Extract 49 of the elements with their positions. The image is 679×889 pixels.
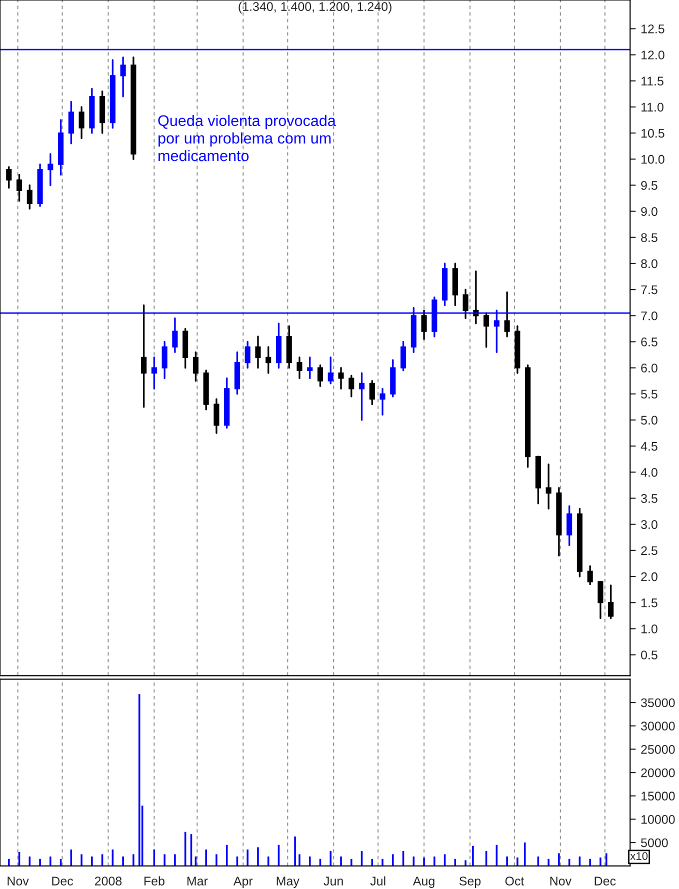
annotation: Queda violenta provocada por um problema com um medicamento	[158, 114, 336, 162]
x-tick-label: May	[276, 876, 300, 888]
x-tick-label: Mar	[187, 876, 208, 886]
y-tick-label: 6.5	[641, 338, 658, 346]
x-tick-label: Dec	[52, 876, 74, 886]
x-tick-label: Aug	[412, 876, 434, 888]
y-tick-label: 0.5	[641, 650, 658, 660]
y-tick-label: 7.0	[641, 311, 658, 320]
y-tick-label: 7.5	[641, 285, 658, 294]
x-tick-label: Jun	[324, 876, 343, 886]
y-tick-label: 12.5	[641, 24, 664, 34]
y-tick-label: 9.5	[641, 181, 658, 190]
y-tick-label: 10.0	[641, 154, 664, 164]
y-tick-label: 6.0	[641, 364, 658, 372]
y-tick-label: 11.5	[641, 76, 664, 86]
y-tick-label: 2.0	[641, 572, 658, 582]
x-tick-label: Dec	[594, 876, 616, 886]
x-tick-label: Sep	[459, 876, 481, 888]
y-tick-label: 8.5	[641, 233, 658, 242]
y-tick-label: 1.5	[641, 598, 658, 608]
x-tick-label: Jul	[370, 876, 386, 886]
y-tick-label: 12.0	[641, 50, 664, 60]
y-tick-label: 11.0	[641, 102, 664, 112]
x-tick-label: Nov	[8, 876, 29, 886]
y-tick-label: 1.0	[641, 624, 658, 634]
y-tick-label: 4.0	[640, 468, 658, 477]
y-tick-label: 15000	[641, 792, 675, 801]
x-tick-label: Apr	[233, 876, 253, 888]
chart-title: (1.340, 1.400, 1.200, 1.240)	[238, 2, 392, 14]
text: x10	[630, 852, 648, 860]
y-tick-label: 5.5	[641, 390, 658, 399]
x-tick-label: Feb	[144, 876, 164, 886]
y-tick-label: 4.5	[640, 442, 658, 451]
y-tick-label: 20000	[641, 768, 675, 778]
y-tick-label: 5.0	[641, 416, 658, 425]
y-tick-label: 35000	[641, 698, 675, 708]
y-tick-label: 2.5	[641, 546, 658, 556]
x-tick-label: 2008	[94, 876, 122, 886]
y-tick-label: 10000	[641, 815, 675, 824]
y-tick-label: 5000	[641, 838, 668, 848]
y-tick-label: 3.0	[641, 520, 658, 529]
y-tick-label: 10.5	[641, 128, 664, 138]
y-tick-label: 8.0	[641, 259, 658, 268]
y-tick-label: 9.0	[641, 207, 658, 216]
y-tick-label: 3.5	[641, 494, 658, 503]
x-tick-label: Nov	[550, 876, 572, 886]
y-tick-label: 25000	[641, 745, 675, 754]
y-tick-label: 30000	[641, 722, 675, 731]
x-tick-label: Oct	[505, 876, 524, 886]
